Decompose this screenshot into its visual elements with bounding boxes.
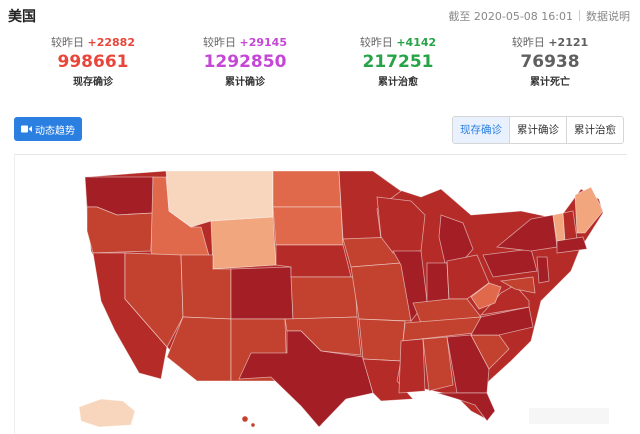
state-pennsylvania[interactable] (482, 248, 538, 278)
stat-label: 现存确诊 (73, 77, 113, 88)
delta-value: +4142 (396, 36, 437, 49)
tab-current-confirmed[interactable]: 现存确诊 (453, 117, 509, 143)
state-massachusetts[interactable] (556, 236, 588, 254)
state-kansas[interactable] (290, 276, 358, 320)
stat-value: 998661 (57, 52, 129, 72)
state-mississippi[interactable] (398, 338, 426, 394)
delta-prefix: 较昨日 (511, 36, 545, 49)
stat-total-deaths: 较昨日 +2121 76938 累计死亡 (485, 34, 615, 88)
state-south-dakota[interactable] (272, 206, 344, 246)
data-explanation-link[interactable]: 数据说明 (586, 10, 630, 23)
stat-label: 累计死亡 (530, 77, 570, 88)
map-panel (14, 154, 627, 434)
us-map (78, 170, 604, 428)
stats-row: 较昨日 +22882 998661 现存确诊 较昨日 +29145 129285… (0, 34, 640, 94)
state-colorado[interactable] (230, 266, 294, 320)
state-hawaii-island[interactable] (250, 422, 256, 428)
trend-button-label: 动态趋势 (35, 125, 75, 137)
delta-value: +22882 (87, 36, 136, 49)
state-indiana[interactable] (426, 262, 450, 306)
page-header: 美国 截至 2020-05-08 16:01 数据说明 (0, 0, 640, 30)
delta-prefix: 较昨日 (203, 36, 236, 49)
state-arkansas[interactable] (358, 318, 406, 362)
state-ohio[interactable] (446, 254, 490, 300)
stat-total-confirmed: 较昨日 +29145 1292850 累计确诊 (180, 34, 310, 88)
as-of-timestamp: 截至 2020-05-08 16:01 (448, 10, 573, 23)
state-maine[interactable] (574, 186, 604, 234)
header-meta: 截至 2020-05-08 16:01 数据说明 (448, 8, 630, 24)
state-new-jersey[interactable] (536, 256, 550, 284)
tab-total-confirmed[interactable]: 累计确诊 (509, 117, 566, 143)
state-arizona[interactable] (166, 316, 232, 382)
stat-delta: 较昨日 +29145 (180, 34, 310, 50)
state-west-virginia[interactable] (470, 282, 502, 310)
state-texas[interactable] (238, 330, 374, 428)
watermark (529, 408, 609, 424)
state-alabama[interactable] (422, 336, 454, 392)
stat-total-recovered: 较昨日 +4142 217251 累计治愈 (333, 34, 463, 88)
delta-prefix: 较昨日 (359, 36, 393, 49)
stat-value: 76938 (520, 52, 580, 72)
divider (579, 10, 580, 21)
stat-delta: 较昨日 +22882 (28, 34, 158, 50)
state-north-dakota[interactable] (272, 170, 342, 208)
stat-label: 累计确诊 (225, 77, 265, 88)
tab-total-recovered[interactable]: 累计治愈 (566, 117, 623, 143)
state-hawaii[interactable] (241, 415, 249, 423)
stat-value: 1292850 (203, 52, 287, 72)
video-camera-icon (21, 125, 32, 133)
stat-value: 217251 (362, 52, 434, 72)
stat-delta: 较昨日 +2121 (485, 34, 615, 50)
trend-button[interactable]: 动态趋势 (14, 117, 82, 141)
delta-value: +29145 (239, 36, 288, 49)
metric-tabs: 现存确诊 累计确诊 累计治愈 (452, 116, 624, 144)
delta-value: +2121 (548, 36, 589, 49)
state-maryland[interactable] (499, 276, 536, 294)
state-kentucky[interactable] (412, 298, 482, 324)
stat-current-confirmed: 较昨日 +22882 998661 现存确诊 (28, 34, 158, 88)
delta-prefix: 较昨日 (51, 36, 84, 49)
state-alaska[interactable] (78, 398, 136, 428)
state-florida[interactable] (436, 392, 496, 422)
stat-delta: 较昨日 +4142 (333, 34, 463, 50)
stat-label: 累计治愈 (378, 77, 418, 88)
state-wyoming[interactable] (210, 216, 277, 270)
page-title: 美国 (8, 9, 36, 25)
state-nevada[interactable] (124, 252, 184, 348)
state-new-york[interactable] (496, 214, 558, 252)
